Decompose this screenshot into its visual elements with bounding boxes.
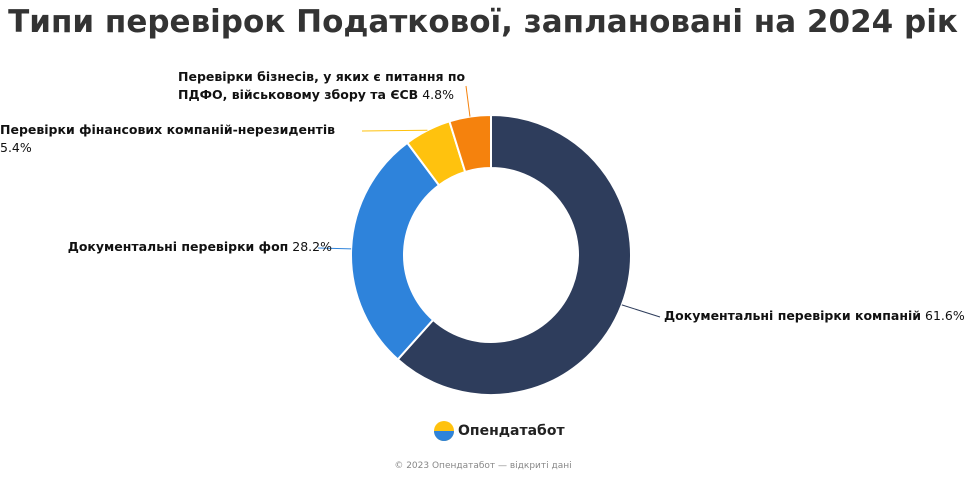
slice-label: Перевірки фінансових компаній-нерезидент…: [0, 121, 360, 157]
slice-label: Перевірки бізнесів, у яких є питання по …: [178, 68, 468, 104]
leader-line: [621, 304, 661, 318]
category-label: Документальні перевірки фоп: [67, 239, 289, 254]
donut-slice: [396, 113, 632, 396]
chart-title: Типи перевірок Податкової, заплановані н…: [8, 4, 958, 40]
value-label: 28.2%: [292, 239, 332, 254]
donut-slice: [448, 113, 492, 174]
slice-label: Документальні перевірки фоп 28.2%: [68, 238, 332, 256]
leader-line: [361, 129, 428, 132]
brand: Опендатабот: [458, 423, 565, 439]
category-label: Документальні перевірки компаній: [664, 308, 922, 323]
value-label: 5.4%: [0, 140, 32, 155]
category-label: Перевірки бізнесів, у яких є питання по …: [178, 69, 466, 102]
donut-slice: [350, 141, 441, 361]
slice-label: Документальні перевірки компаній 61.6%: [664, 307, 965, 325]
logo-icon-lower: [434, 431, 454, 441]
source: © 2023 Опендатабот — відкриті дані: [394, 461, 572, 471]
value-label: 4.8%: [422, 87, 454, 102]
leader-line: [465, 85, 471, 117]
leader-line: [317, 247, 352, 250]
category-label: Перевірки фінансових компаній-нерезидент…: [0, 122, 336, 137]
value-label: 61.6%: [925, 308, 965, 323]
